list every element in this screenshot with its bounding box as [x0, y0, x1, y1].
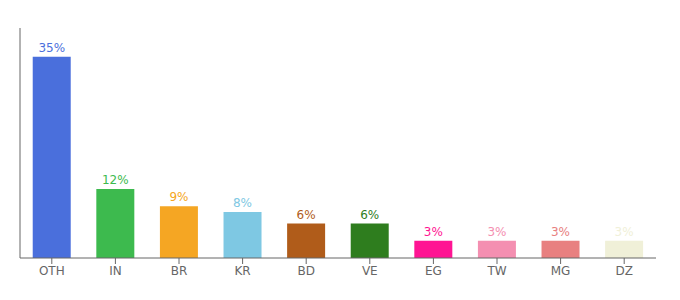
svg-text:35%: 35% [38, 41, 65, 55]
svg-text:3%: 3% [615, 225, 634, 239]
svg-text:12%: 12% [102, 173, 129, 187]
svg-text:9%: 9% [169, 190, 188, 204]
svg-text:EG: EG [425, 264, 442, 278]
svg-text:6%: 6% [360, 208, 379, 222]
svg-text:DZ: DZ [615, 264, 632, 278]
svg-text:6%: 6% [297, 208, 316, 222]
svg-text:BD: BD [297, 264, 314, 278]
svg-text:TW: TW [486, 264, 506, 278]
svg-text:3%: 3% [487, 225, 506, 239]
svg-text:IN: IN [109, 264, 122, 278]
svg-text:MG: MG [551, 264, 571, 278]
svg-text:KR: KR [234, 264, 250, 278]
svg-text:VE: VE [362, 264, 378, 278]
svg-text:3%: 3% [424, 225, 443, 239]
svg-text:3%: 3% [551, 225, 570, 239]
svg-text:OTH: OTH [39, 264, 65, 278]
svg-text:BR: BR [171, 264, 188, 278]
svg-text:8%: 8% [233, 196, 252, 210]
